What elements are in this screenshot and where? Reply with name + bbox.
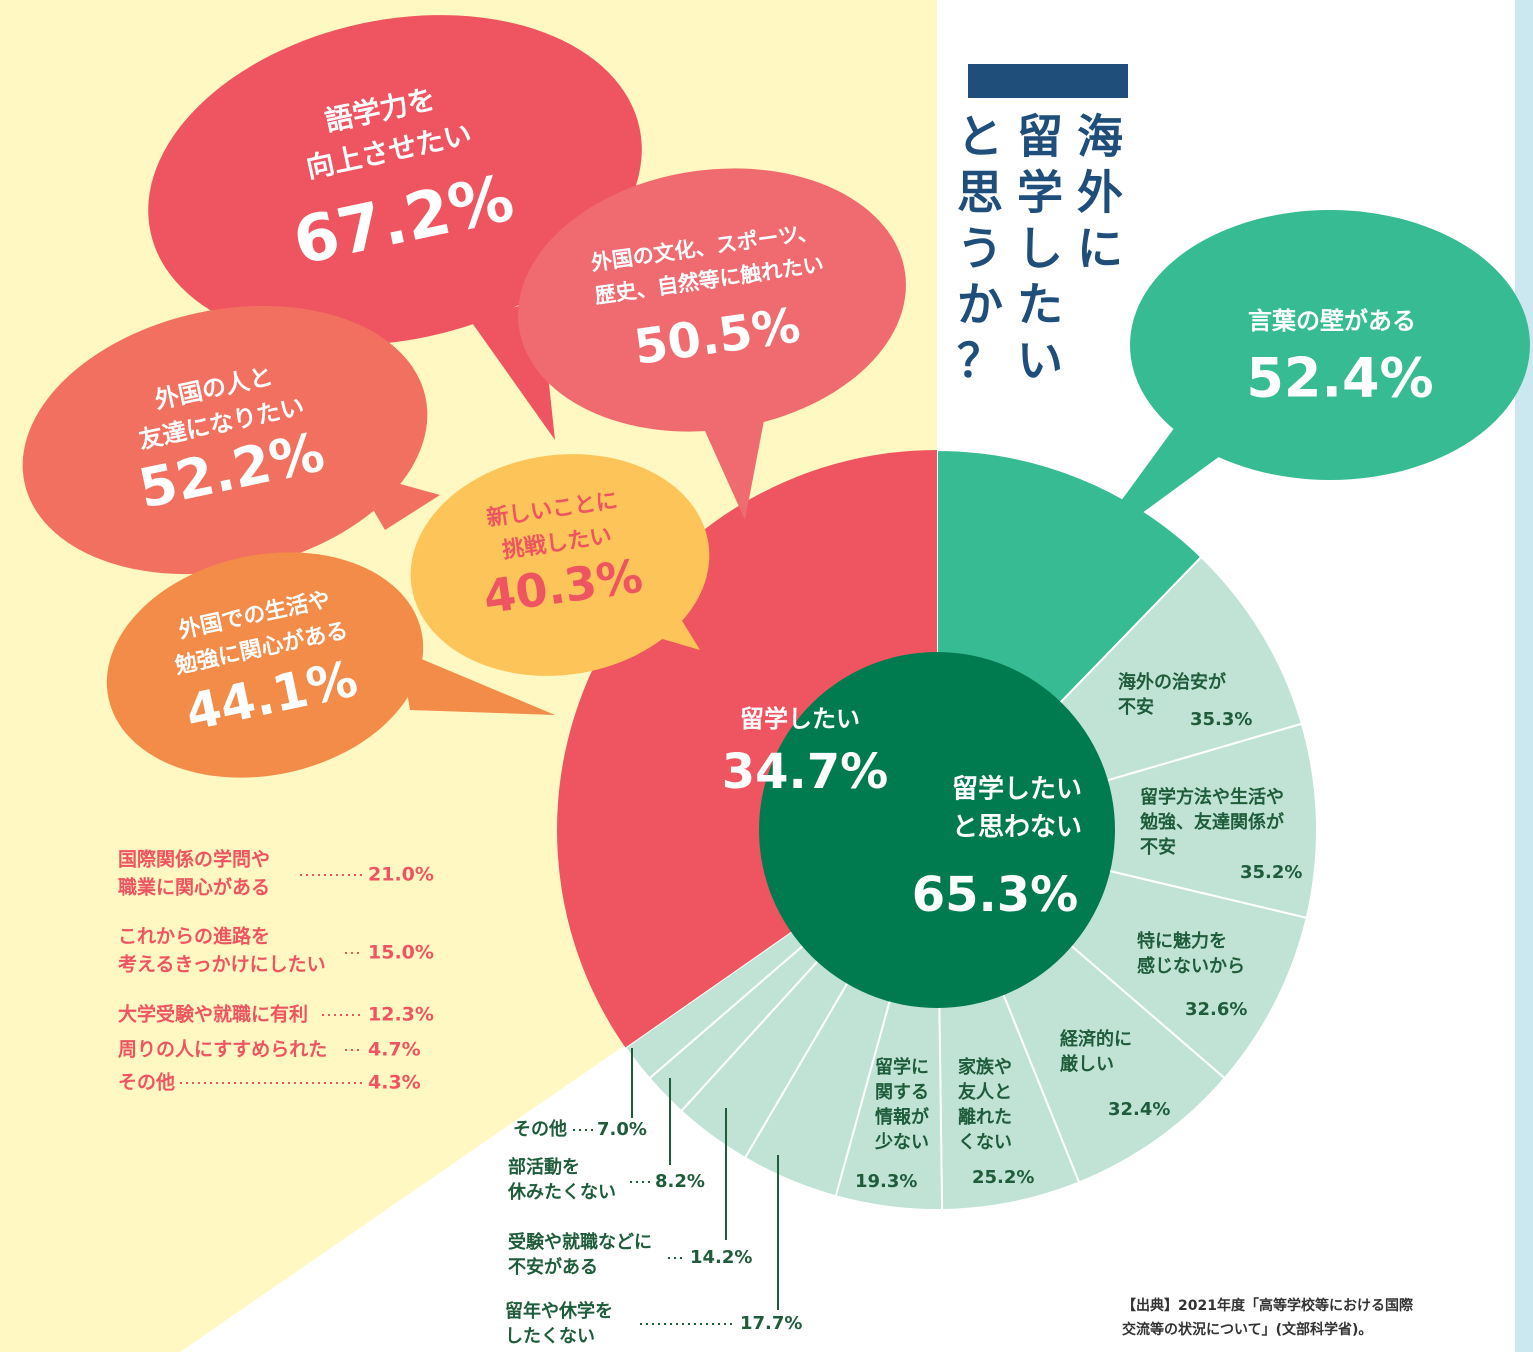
label: 部活動を <box>508 1156 580 1178</box>
label: したくない <box>505 1326 595 1347</box>
label: 【出典】2021年度「高等学校等における国際 <box>1122 1297 1414 1314</box>
value-label: 14.2% <box>690 1247 752 1268</box>
label: 休みたくない <box>507 1181 616 1203</box>
label: 留学したい <box>952 774 1082 805</box>
label: 離れた <box>958 1106 1012 1128</box>
value-label: 8.2% <box>655 1171 705 1192</box>
title: た <box>1017 278 1063 332</box>
label: 勉強、友達関係が <box>1139 811 1284 833</box>
title: に <box>1077 222 1123 276</box>
label: 言葉の壁がある <box>1248 307 1416 335</box>
label: 留年や休学を <box>505 1300 613 1322</box>
title: 外 <box>1077 166 1123 220</box>
label: これからの進路を <box>118 925 270 948</box>
label: 友人と <box>958 1081 1012 1103</box>
label: くない <box>958 1132 1012 1153</box>
title: ？ <box>957 334 1003 388</box>
side-strip <box>1515 0 1533 1352</box>
label: 特に魅力を <box>1137 930 1227 952</box>
title: う <box>957 222 1003 276</box>
value-label: 65.3% <box>912 867 1079 923</box>
label: 少ない <box>874 1132 929 1153</box>
value-label: 32.4% <box>1108 1099 1170 1120</box>
bubble-tail <box>700 415 765 520</box>
value-label: 25.2% <box>972 1167 1034 1188</box>
label: 関する <box>875 1082 929 1103</box>
value-label: 12.3% <box>368 1004 434 1026</box>
value-label: 17.7% <box>740 1313 802 1334</box>
label: その他 <box>118 1071 175 1094</box>
value-label: 35.3% <box>1190 709 1252 730</box>
title: 留 <box>1017 110 1063 164</box>
label: その他 <box>513 1118 567 1140</box>
value-label: 4.3% <box>368 1072 421 1094</box>
value-label: 7.0% <box>597 1119 647 1140</box>
bubble-tail <box>400 650 555 715</box>
title-bar <box>968 64 1128 98</box>
title: い <box>1017 334 1063 388</box>
label: 大学受験や就職に有利 <box>118 1003 308 1026</box>
label: 留学に <box>875 1056 929 1078</box>
title: 思 <box>957 166 1003 220</box>
bubble-shape <box>410 454 710 676</box>
title: 海 <box>1077 110 1123 164</box>
label: 留学したい <box>740 705 860 733</box>
not-want-center <box>759 652 1115 1008</box>
label: 受験や就職などに <box>508 1231 652 1253</box>
label: 不安 <box>1140 836 1176 858</box>
label: 職業に関心がある <box>118 876 270 899</box>
label: 考えるきっかけにしたい <box>118 954 326 976</box>
label: 交流等の状況について」(文部科学省)。 <box>1122 1321 1372 1338</box>
value-label: 4.7% <box>368 1039 421 1061</box>
label: 厳しい <box>1060 1053 1114 1075</box>
value-label: 19.3% <box>855 1171 917 1192</box>
value-label: 32.6% <box>1185 999 1247 1020</box>
title: 学 <box>1017 166 1063 220</box>
bubble-shape <box>106 552 424 778</box>
value-label: 15.0% <box>368 942 434 964</box>
title: か <box>957 278 1003 332</box>
title: と <box>957 110 1003 164</box>
label: 海外の治安が <box>1118 671 1226 693</box>
label: 不安 <box>1118 696 1154 718</box>
bubble-shape <box>148 15 642 345</box>
label: 留学方法や生活や <box>1140 786 1284 808</box>
label: 経済的に <box>1060 1028 1132 1050</box>
value-label: 52.4% <box>1246 347 1433 410</box>
label: と思わない <box>952 813 1082 843</box>
bubble-shape <box>22 305 428 575</box>
value-label: 34.7% <box>722 744 889 800</box>
bubble-shape <box>518 168 906 432</box>
bubble-shape <box>1130 210 1530 480</box>
label: 国際関係の学問や <box>118 848 270 871</box>
title: し <box>1017 222 1063 276</box>
ring-segment <box>933 722 1318 920</box>
bubble-tail <box>1078 420 1235 560</box>
label: 周りの人にすすめられた <box>118 1039 327 1061</box>
label: 家族や <box>958 1056 1012 1078</box>
value-label: 35.2% <box>1240 862 1302 883</box>
label: 感じないから <box>1137 955 1245 977</box>
label: 情報が <box>875 1106 929 1128</box>
value-label: 21.0% <box>368 864 434 886</box>
label: 不安がある <box>508 1256 598 1278</box>
